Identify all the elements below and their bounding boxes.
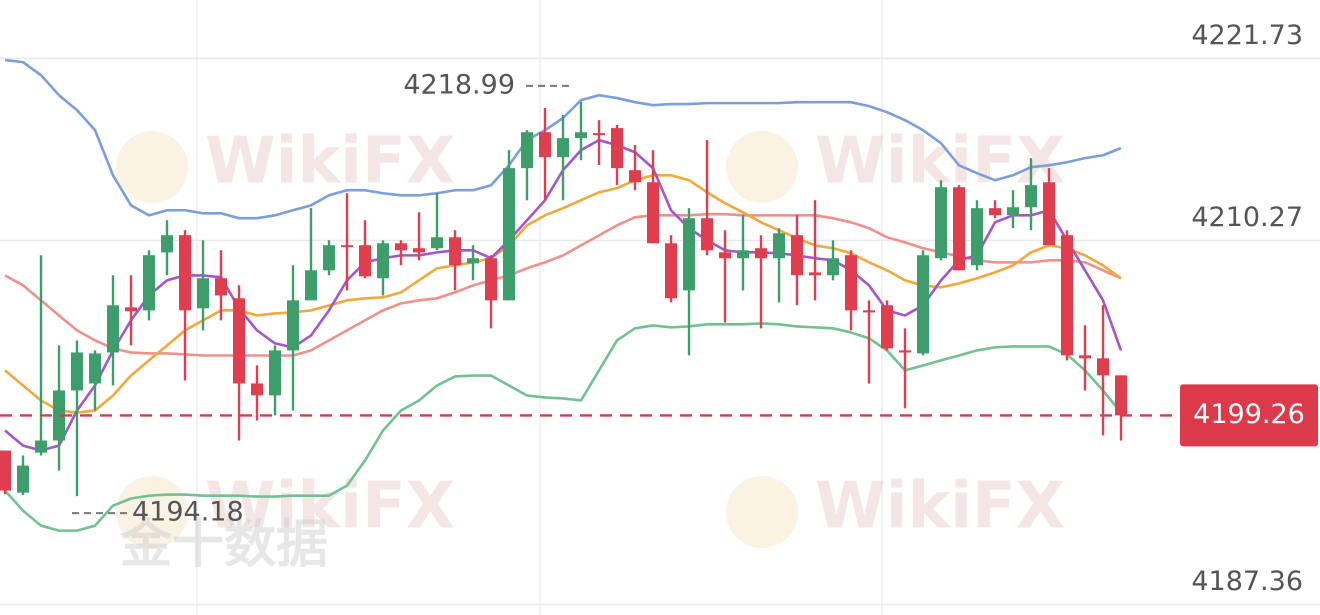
candle-body: [1007, 207, 1019, 216]
candle-body: [1043, 182, 1055, 246]
watermark-logo: [116, 131, 188, 203]
candle-body: [125, 307, 137, 312]
candle-body: [485, 258, 497, 301]
candle-body: [143, 255, 155, 311]
watermark: WikiFX: [815, 470, 1065, 544]
candle-body: [89, 353, 101, 384]
candle-body: [809, 272, 821, 276]
candle-body: [827, 258, 839, 276]
candle-body: [179, 235, 191, 311]
candle-body: [989, 208, 1001, 216]
grid: 4221.73 4210.27 4187.36: [0, 20, 1320, 606]
candle-body: [35, 440, 47, 453]
candle-body: [71, 352, 83, 391]
candle-body: [647, 182, 659, 244]
candle-body: [251, 383, 263, 396]
candle-body: [575, 132, 587, 139]
y-tick-label: 4221.73: [1191, 20, 1303, 51]
candle-body: [791, 235, 803, 276]
candle-body: [53, 390, 65, 441]
candle-body: [899, 350, 911, 353]
candle-body: [359, 245, 371, 277]
candle-body: [1097, 358, 1109, 376]
candle-body: [197, 278, 209, 309]
candle-body: [287, 300, 299, 351]
candle-body: [665, 243, 677, 299]
candle-body: [593, 133, 605, 136]
current-price-label: 4199.26: [1193, 399, 1305, 430]
candle-body: [269, 350, 281, 396]
candle-body: [0, 450, 11, 491]
candle-body: [17, 465, 29, 493]
watermark: WikiFX: [205, 125, 455, 199]
watermark: WikiFX: [205, 470, 455, 544]
candle-body: [503, 168, 515, 301]
candle-body: [881, 305, 893, 349]
candle-body: [755, 248, 767, 259]
low-label: 4194.18: [132, 497, 244, 528]
candle-body: [323, 245, 335, 271]
candle-body: [341, 245, 353, 248]
candle-body: [737, 250, 749, 259]
candle-body: [683, 218, 695, 291]
candle-body: [305, 270, 317, 301]
overlay: 4199.26 4218.99 4194.18: [0, 69, 1318, 528]
candle-body: [521, 132, 533, 169]
candle-body: [935, 187, 947, 259]
candles: [0, 101, 1127, 497]
candle-body: [953, 187, 965, 271]
candle-body: [1025, 185, 1037, 208]
high-label: 4218.99: [403, 69, 515, 100]
candle-body: [395, 243, 407, 251]
watermark-logo: [726, 476, 798, 548]
watermark-cn: 金十数据: [119, 515, 328, 575]
candle-body: [233, 298, 245, 384]
current-price-box: [1180, 384, 1318, 447]
y-tick-label: 4210.27: [1191, 202, 1303, 233]
candle-body: [863, 310, 875, 313]
y-tick-label: 4187.36: [1191, 566, 1303, 597]
candle-body: [413, 248, 425, 253]
candle-body: [773, 233, 785, 259]
candle-body: [719, 252, 731, 259]
candle-body: [215, 278, 227, 296]
candle-body: [971, 208, 983, 266]
watermark-logo: [726, 131, 798, 203]
candle-body: [611, 128, 623, 169]
indicator-line: [4, 322, 1123, 532]
candle-body: [539, 132, 551, 158]
candle-body: [557, 138, 569, 158]
candle-body: [377, 243, 389, 279]
candle-body: [161, 235, 173, 253]
candle-body: [449, 237, 461, 266]
candle-body: [1079, 355, 1091, 359]
candle-body: [917, 255, 929, 354]
candle-body: [1061, 235, 1073, 356]
candle-body: [467, 258, 479, 264]
candle-body: [431, 237, 443, 249]
candle-body: [107, 305, 119, 353]
candle-body: [629, 170, 641, 183]
candle-body: [845, 255, 857, 311]
candle-body: [1115, 375, 1127, 416]
candle-body: [701, 218, 713, 251]
